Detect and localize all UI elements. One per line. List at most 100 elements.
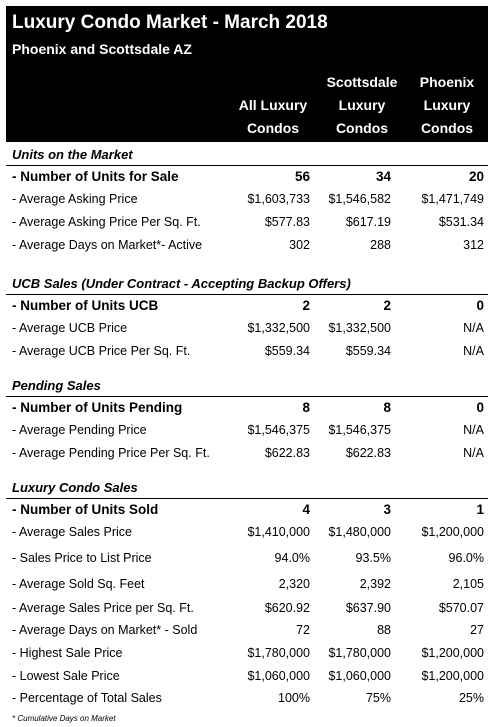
table-row: - Average Days on Market*- Active 302 288 3… bbox=[6, 235, 488, 257]
column-header-line: All Luxury bbox=[238, 97, 308, 113]
value-scottsdale: $559.34 bbox=[345, 344, 391, 358]
value-all-luxury: $1,410,000 bbox=[247, 525, 310, 539]
value-scottsdale: 93.5% bbox=[355, 551, 391, 565]
value-phoenix: $1,200,000 bbox=[421, 669, 484, 683]
table-row: - Number of Units Pending 8 8 0 bbox=[6, 397, 488, 419]
column-header-all-luxury: All Luxury Condos bbox=[228, 74, 318, 140]
table-row: - Average Sold Sq. Feet 2,320 2,392 2,105 bbox=[6, 574, 488, 596]
value-phoenix: 25% bbox=[458, 691, 484, 705]
section-title: Luxury Condo Sales bbox=[12, 480, 138, 495]
value-phoenix: 1 bbox=[476, 502, 484, 517]
section-divider bbox=[6, 294, 488, 295]
table-row: - Average Pending Price $1,546,375 $1,546,… bbox=[6, 420, 488, 442]
value-phoenix: 27 bbox=[470, 623, 484, 637]
column-header-line: Phoenix bbox=[419, 74, 475, 90]
value-phoenix: 0 bbox=[476, 400, 484, 415]
row-label: - Average Asking Price Per Sq. Ft. bbox=[12, 215, 201, 229]
value-phoenix: 312 bbox=[463, 238, 484, 252]
row-label: - Number of Units for Sale bbox=[12, 169, 179, 184]
value-all-luxury: $1,060,000 bbox=[247, 669, 310, 683]
table-row: - Highest Sale Price $1,780,000 $1,780,000… bbox=[6, 643, 488, 665]
value-phoenix: $1,200,000 bbox=[421, 525, 484, 539]
value-all-luxury: $1,332,500 bbox=[247, 321, 310, 335]
value-phoenix: $531.34 bbox=[438, 215, 484, 229]
table-row: - Average Asking Price Per Sq. Ft. $577.8… bbox=[6, 212, 488, 234]
value-all-luxury: $622.83 bbox=[264, 446, 310, 460]
value-phoenix: 0 bbox=[476, 298, 484, 313]
value-scottsdale: $622.83 bbox=[345, 446, 391, 460]
value-phoenix: 2,105 bbox=[452, 577, 484, 591]
column-header-line: Luxury bbox=[423, 97, 471, 113]
value-scottsdale: 2 bbox=[383, 298, 391, 313]
table-row: - Number of Units for Sale 56 34 20 bbox=[6, 166, 488, 188]
value-scottsdale: $1,332,500 bbox=[328, 321, 391, 335]
row-label: - Number of Units UCB bbox=[12, 298, 159, 313]
row-label: - Number of Units Pending bbox=[12, 400, 183, 415]
row-label: - Average Sales Price per Sq. Ft. bbox=[12, 601, 194, 615]
row-label: - Average Days on Market*- Active bbox=[12, 238, 203, 252]
value-all-luxury: 302 bbox=[289, 238, 310, 252]
value-all-luxury: 8 bbox=[302, 400, 310, 415]
row-label: - Highest Sale Price bbox=[12, 646, 123, 660]
section-title: Pending Sales bbox=[12, 378, 101, 393]
value-scottsdale: 75% bbox=[365, 691, 391, 705]
table-row: - Average Pending Price Per Sq. Ft. $622.… bbox=[6, 443, 488, 465]
row-label: - Average Sold Sq. Feet bbox=[12, 577, 145, 591]
value-phoenix: N/A bbox=[463, 344, 484, 358]
value-phoenix: 96.0% bbox=[448, 551, 484, 565]
table-row: - Lowest Sale Price $1,060,000 $1,060,000 $… bbox=[6, 666, 488, 688]
value-all-luxury: $559.34 bbox=[264, 344, 310, 358]
value-all-luxury: 100% bbox=[278, 691, 310, 705]
row-label: - Lowest Sale Price bbox=[12, 669, 120, 683]
value-scottsdale: $1,780,000 bbox=[328, 646, 391, 660]
row-label: - Average Sales Price bbox=[12, 525, 132, 539]
report-subtitle: Phoenix and Scottsdale AZ bbox=[12, 41, 192, 57]
table-row: - Average Sales Price $1,410,000 $1,480,00… bbox=[6, 522, 488, 544]
value-all-luxury: 2 bbox=[302, 298, 310, 313]
value-scottsdale: 2,392 bbox=[359, 577, 391, 591]
row-label: - Average Pending Price bbox=[12, 423, 147, 437]
value-scottsdale: 34 bbox=[375, 169, 391, 184]
row-label: - Average Pending Price Per Sq. Ft. bbox=[12, 446, 210, 460]
value-phoenix: $1,471,749 bbox=[421, 192, 484, 206]
column-header-line: Condos bbox=[420, 120, 474, 136]
row-label: - Average UCB Price Per Sq. Ft. bbox=[12, 344, 191, 358]
section-divider bbox=[6, 396, 488, 397]
report-header: Luxury Condo Market - March 2018 Phoenix… bbox=[6, 6, 488, 142]
report-title: Luxury Condo Market - March 2018 bbox=[12, 12, 328, 33]
value-all-luxury: 2,320 bbox=[278, 577, 310, 591]
value-all-luxury: 72 bbox=[296, 623, 310, 637]
row-label: - Number of Units Sold bbox=[12, 502, 159, 517]
table-row: - Average UCB Price Per Sq. Ft. $559.34 $5… bbox=[6, 341, 488, 363]
table-row: - Average Sales Price per Sq. Ft. $620.92… bbox=[6, 598, 488, 620]
value-scottsdale: 88 bbox=[377, 623, 391, 637]
value-all-luxury: $620.92 bbox=[264, 601, 310, 615]
column-header-line: Condos bbox=[246, 120, 300, 136]
value-phoenix: $1,200,000 bbox=[421, 646, 484, 660]
column-header-line: Scottsdale bbox=[326, 74, 398, 90]
value-phoenix: N/A bbox=[463, 423, 484, 437]
value-scottsdale: $637.90 bbox=[345, 601, 391, 615]
row-label: - Average UCB Price bbox=[12, 321, 128, 335]
row-label: - Average Days on Market* - Sold bbox=[12, 623, 198, 637]
value-phoenix: N/A bbox=[463, 321, 484, 335]
section-title: Units on the Market bbox=[12, 147, 133, 162]
footnote: * Cumulative Days on Market bbox=[12, 714, 116, 723]
value-all-luxury: 56 bbox=[294, 169, 310, 184]
value-phoenix: N/A bbox=[463, 446, 484, 460]
value-phoenix: $570.07 bbox=[438, 601, 484, 615]
value-all-luxury: 94.0% bbox=[274, 551, 310, 565]
table-row: - Average Days on Market* - Sold 72 88 27 bbox=[6, 620, 488, 642]
row-label: - Sales Price to List Price bbox=[12, 551, 152, 565]
value-scottsdale: 8 bbox=[383, 400, 391, 415]
value-scottsdale: $1,060,000 bbox=[328, 669, 391, 683]
value-scottsdale: $1,480,000 bbox=[328, 525, 391, 539]
column-header-line: Condos bbox=[335, 120, 389, 136]
value-scottsdale: $1,546,375 bbox=[328, 423, 391, 437]
value-scottsdale: $617.19 bbox=[345, 215, 391, 229]
value-scottsdale: 3 bbox=[383, 502, 391, 517]
value-all-luxury: $1,780,000 bbox=[247, 646, 310, 660]
table-row: - Sales Price to List Price 94.0% 93.5% 96.… bbox=[6, 548, 488, 570]
table-row: - Percentage of Total Sales 100% 75% 25% bbox=[6, 688, 488, 710]
section-divider bbox=[6, 498, 488, 499]
